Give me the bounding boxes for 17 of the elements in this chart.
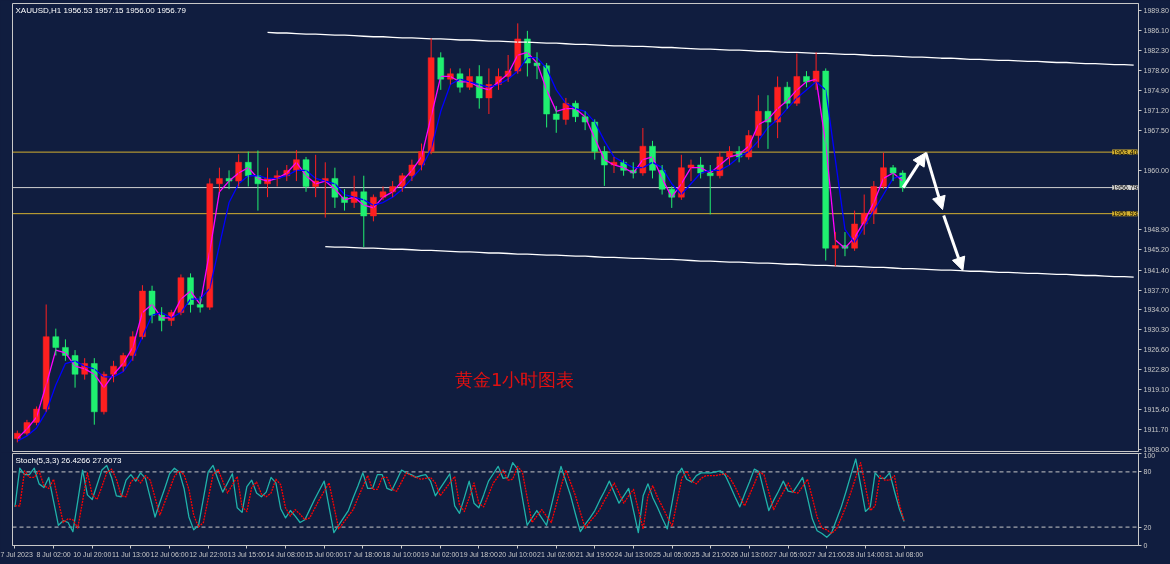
line-series xyxy=(324,245,1135,278)
line-series xyxy=(266,31,1135,66)
candlestick xyxy=(687,159,695,182)
candlestick xyxy=(812,51,820,91)
chart-title: XAUUSD,H1 1956.53 1957.15 1956.00 1956.79 xyxy=(15,5,187,15)
candlestick xyxy=(216,167,223,193)
candlestick xyxy=(889,164,897,182)
candlestick xyxy=(832,231,839,267)
candlestick xyxy=(196,295,204,314)
candlestick xyxy=(726,145,733,166)
candlestick xyxy=(533,51,541,80)
candlestick xyxy=(437,51,444,91)
annotation: 黄金1小时图表 xyxy=(455,369,575,391)
candlestick xyxy=(707,164,714,215)
chart-title: Stoch(5,3,3) 26.4266 27.0073 xyxy=(15,455,122,465)
candlestick xyxy=(553,105,560,134)
candlestick xyxy=(52,328,60,356)
